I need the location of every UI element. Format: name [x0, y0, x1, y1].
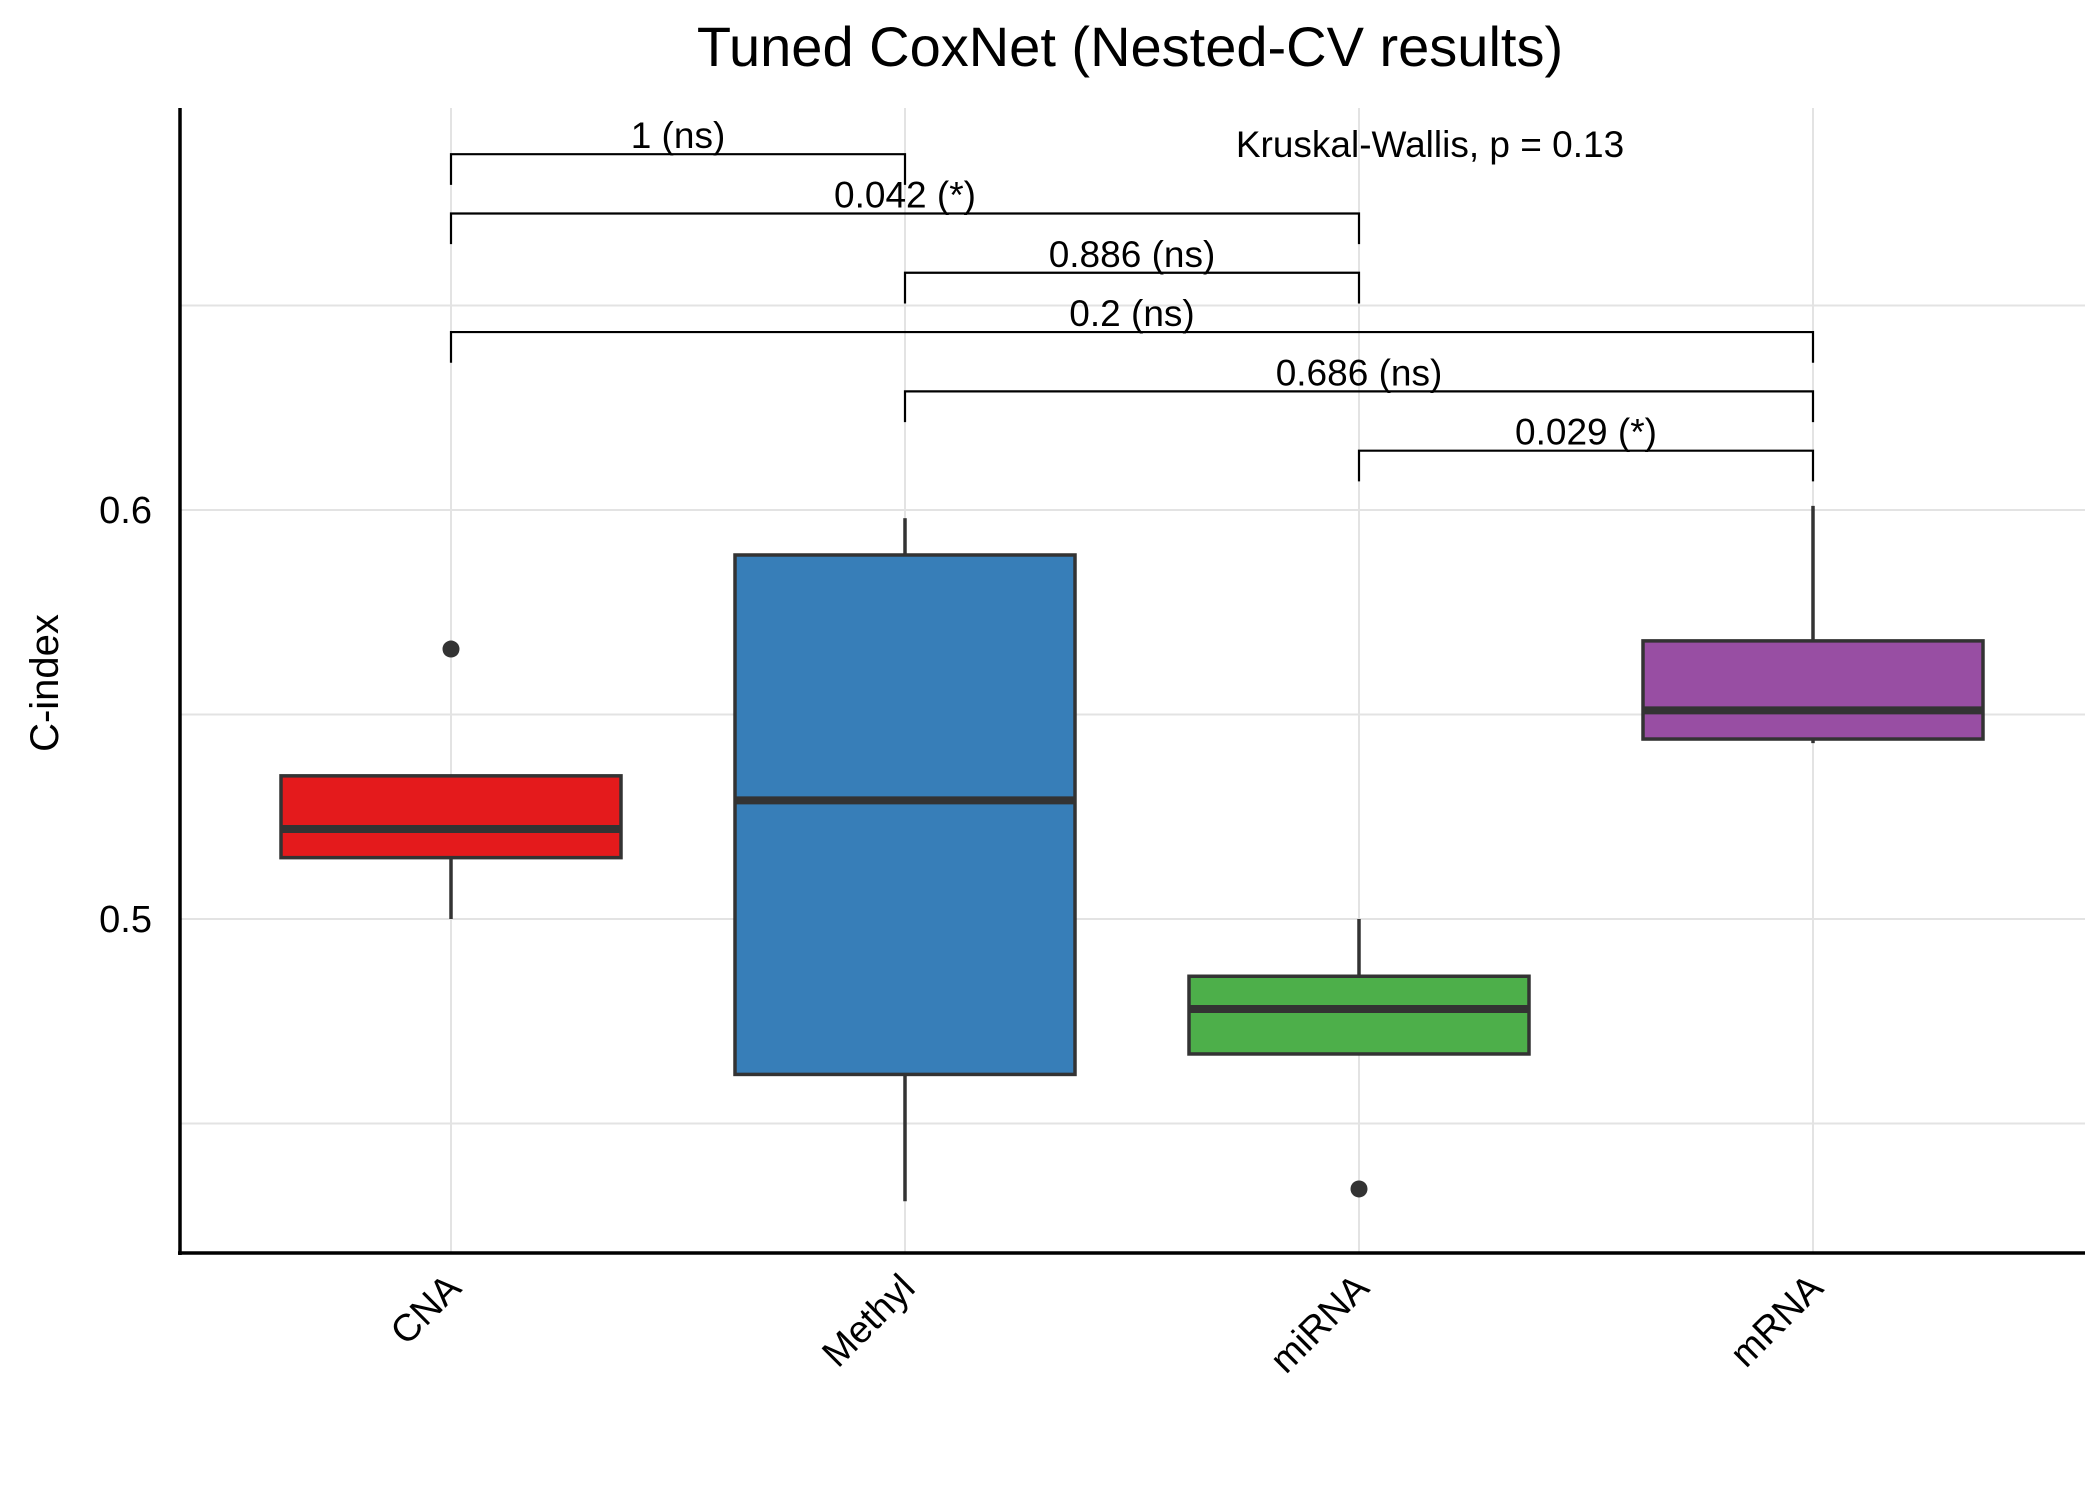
x-ticks: CNA Methyl miRNA mRNA [383, 1266, 1832, 1381]
p-value-label: 0.886 (ns) [1049, 234, 1216, 275]
p-value-label: 0.029 (*) [1515, 412, 1657, 453]
p-value-label: 0.042 (*) [834, 174, 976, 215]
boxplot-mrna [1641, 505, 1985, 744]
bracket-line [1357, 449, 1815, 482]
x-tick-label: Methyl [815, 1267, 924, 1376]
p-value-label: 1 (ns) [631, 115, 726, 156]
comparison-cna-mrna: 0.2 (ns) [449, 293, 1815, 363]
x-tick-label: miRNA [1263, 1266, 1378, 1381]
x-tick-label: mRNA [1723, 1266, 1832, 1375]
box-body [279, 774, 623, 860]
box-body [1187, 974, 1531, 1056]
boxplot-cna [279, 640, 623, 919]
comparison-brackets: 1 (ns) 0.042 (*) 0.886 (ns) 0.2 (ns) 0.686 (… [449, 115, 1815, 482]
outlier-point [442, 640, 460, 658]
p-value-label: 0.686 (ns) [1276, 352, 1443, 393]
boxplot-mirna [1187, 919, 1531, 1198]
box-body [1641, 639, 1985, 741]
bracket-line [903, 271, 1361, 304]
p-value-label: 0.2 (ns) [1069, 293, 1194, 334]
y-ticks: 0.5 0.6 [99, 490, 152, 941]
bracket-line [449, 330, 1815, 363]
box-body [733, 553, 1077, 1077]
comparison-cna-methyl: 1 (ns) [449, 115, 907, 185]
comparison-methyl-mrna: 0.686 (ns) [903, 352, 1815, 423]
comparison-methyl-mirna: 0.886 (ns) [903, 234, 1361, 304]
kruskal-wallis-label: Kruskal-Wallis, p = 0.13 [1236, 124, 1624, 165]
y-tick-label: 0.5 [99, 899, 152, 941]
bracket-line [903, 390, 1815, 423]
outlier-point [1350, 1180, 1368, 1198]
chart-title: Tuned CoxNet (Nested-CV results) [697, 15, 1563, 78]
y-tick-label: 0.6 [99, 490, 152, 532]
bracket-line [449, 212, 1361, 245]
bracket-line [449, 153, 907, 185]
y-axis-title: C-index [23, 614, 67, 752]
boxplot-methyl [733, 518, 1077, 1202]
comparison-cna-mirna: 0.042 (*) [449, 174, 1361, 245]
x-tick-label: CNA [383, 1266, 470, 1353]
boxplots [279, 505, 1985, 1202]
comparison-mirna-mrna: 0.029 (*) [1357, 412, 1815, 482]
